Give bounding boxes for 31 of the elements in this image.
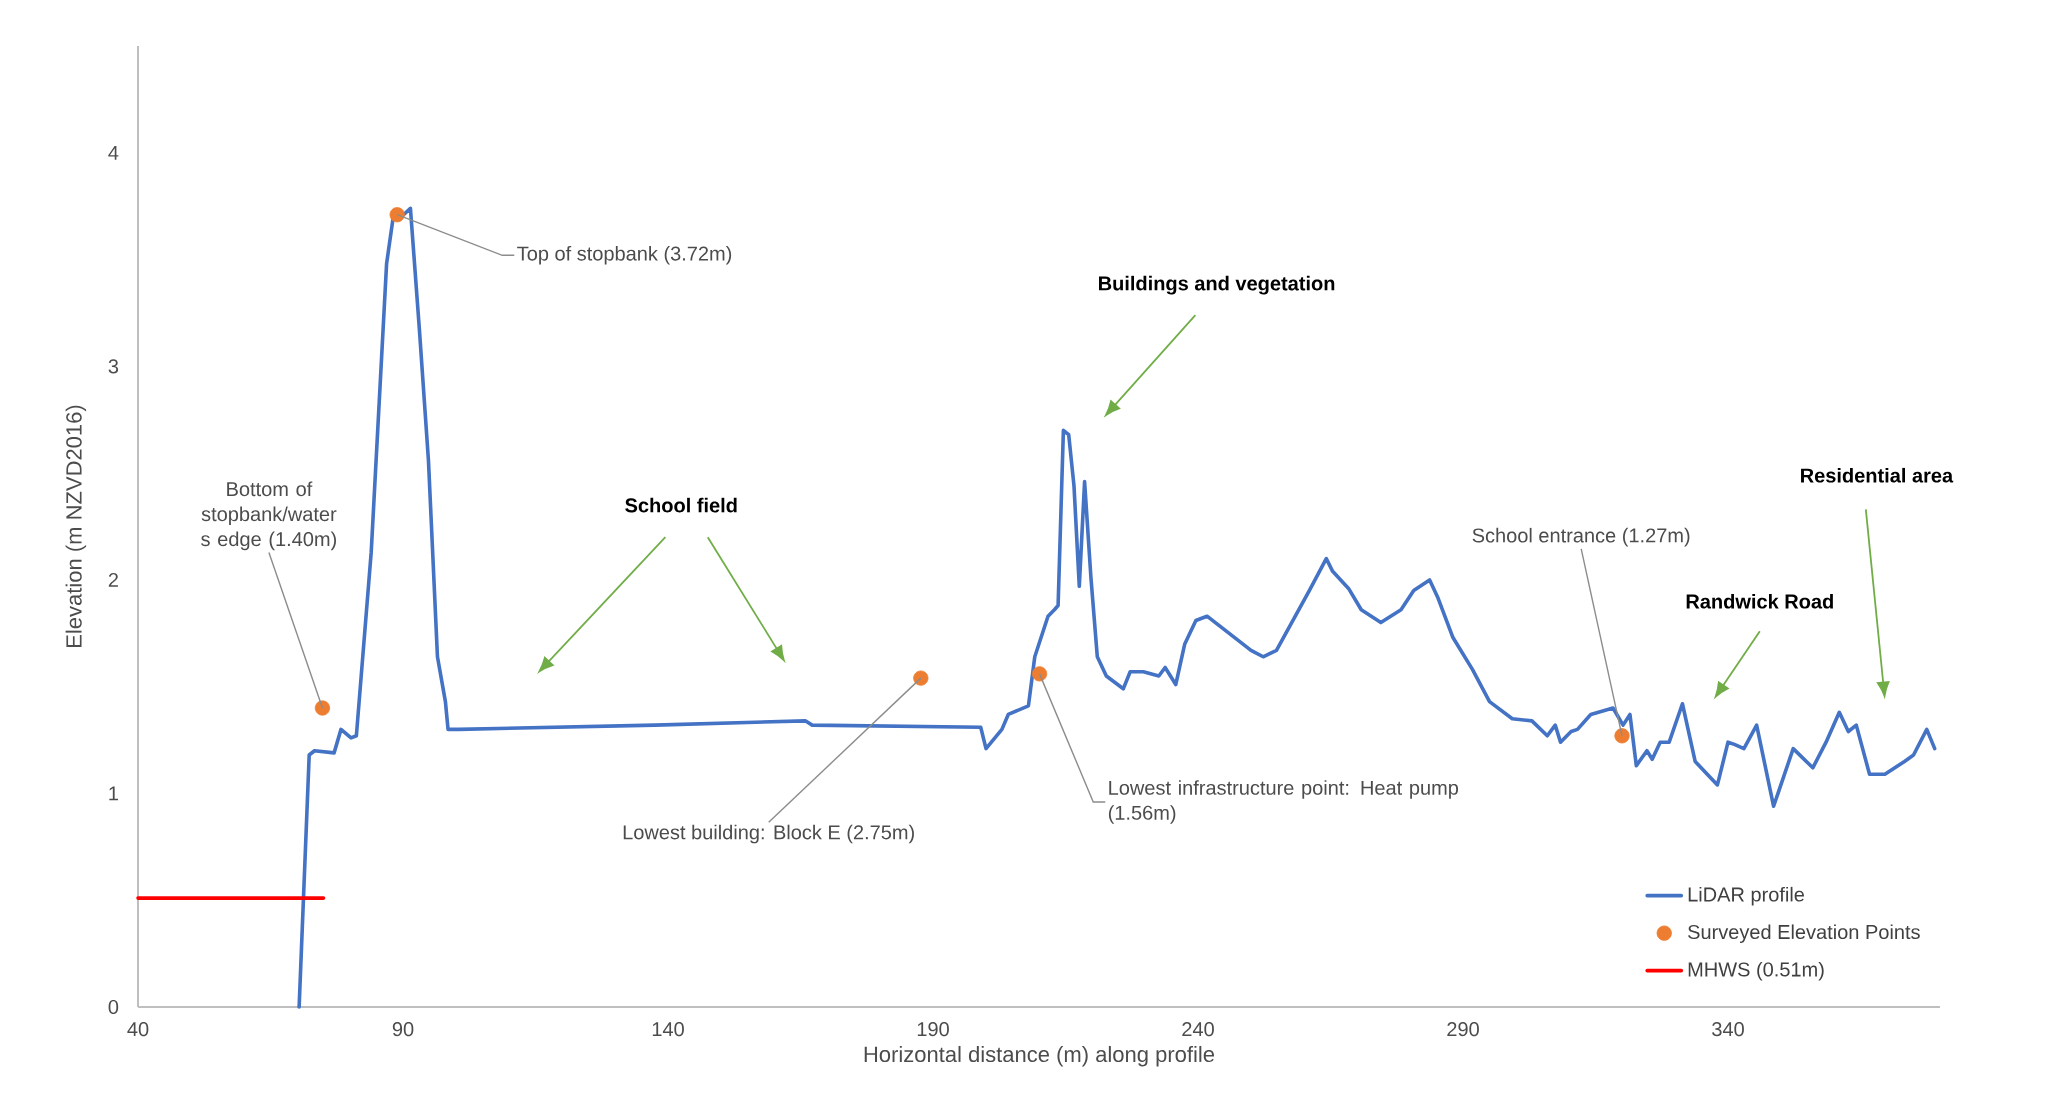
point bbox=[389, 207, 405, 223]
annotation: Bottom of stopbank/water s edge (1.40m) bbox=[201, 481, 337, 551]
x-axis-title: Horizontal distance (m) along profile bbox=[864, 1045, 1215, 1067]
annotation: Residential area bbox=[1801, 467, 1954, 483]
y-axis-title: Elevation (m NZVD2016) bbox=[65, 405, 87, 647]
x-tick-label: 340 bbox=[1712, 1022, 1744, 1037]
annotation: Randwick Road bbox=[1686, 593, 1833, 609]
point bbox=[1614, 728, 1630, 744]
annotation: Lowest infrastructure point: Heat pump (1.56m) bbox=[1108, 780, 1459, 824]
y-tick-label: 4 bbox=[108, 145, 119, 160]
y-tick-label: 3 bbox=[108, 359, 119, 374]
annotation: School entrance (1.27m) bbox=[1472, 527, 1690, 547]
x-tick-label: 90 bbox=[392, 1022, 414, 1037]
x-tick-label: 140 bbox=[652, 1022, 684, 1037]
y-tick-label: 1 bbox=[109, 786, 118, 801]
legend-label: MHWS (0.51m) bbox=[1688, 961, 1824, 981]
annotation: Lowest building: Block E (2.75m) bbox=[623, 824, 914, 844]
annotation: Top of stopbank (3.72m) bbox=[517, 245, 732, 265]
legend-label: Surveyed Elevation Points bbox=[1688, 924, 1920, 944]
point bbox=[913, 670, 929, 686]
annotation: School field bbox=[625, 497, 737, 513]
x-tick-label: 240 bbox=[1182, 1022, 1214, 1037]
point bbox=[1031, 666, 1048, 682]
x-tick-label: 190 bbox=[917, 1022, 949, 1037]
x-tick-label: 40 bbox=[127, 1022, 149, 1037]
y-tick-label: 2 bbox=[108, 572, 118, 587]
annotation: Buildings and vegetation bbox=[1099, 275, 1335, 295]
x-tick-label: 290 bbox=[1447, 1022, 1479, 1037]
y-tick-label: 0 bbox=[108, 999, 119, 1015]
point bbox=[314, 700, 331, 716]
legend-label: LiDAR profile bbox=[1688, 886, 1805, 906]
